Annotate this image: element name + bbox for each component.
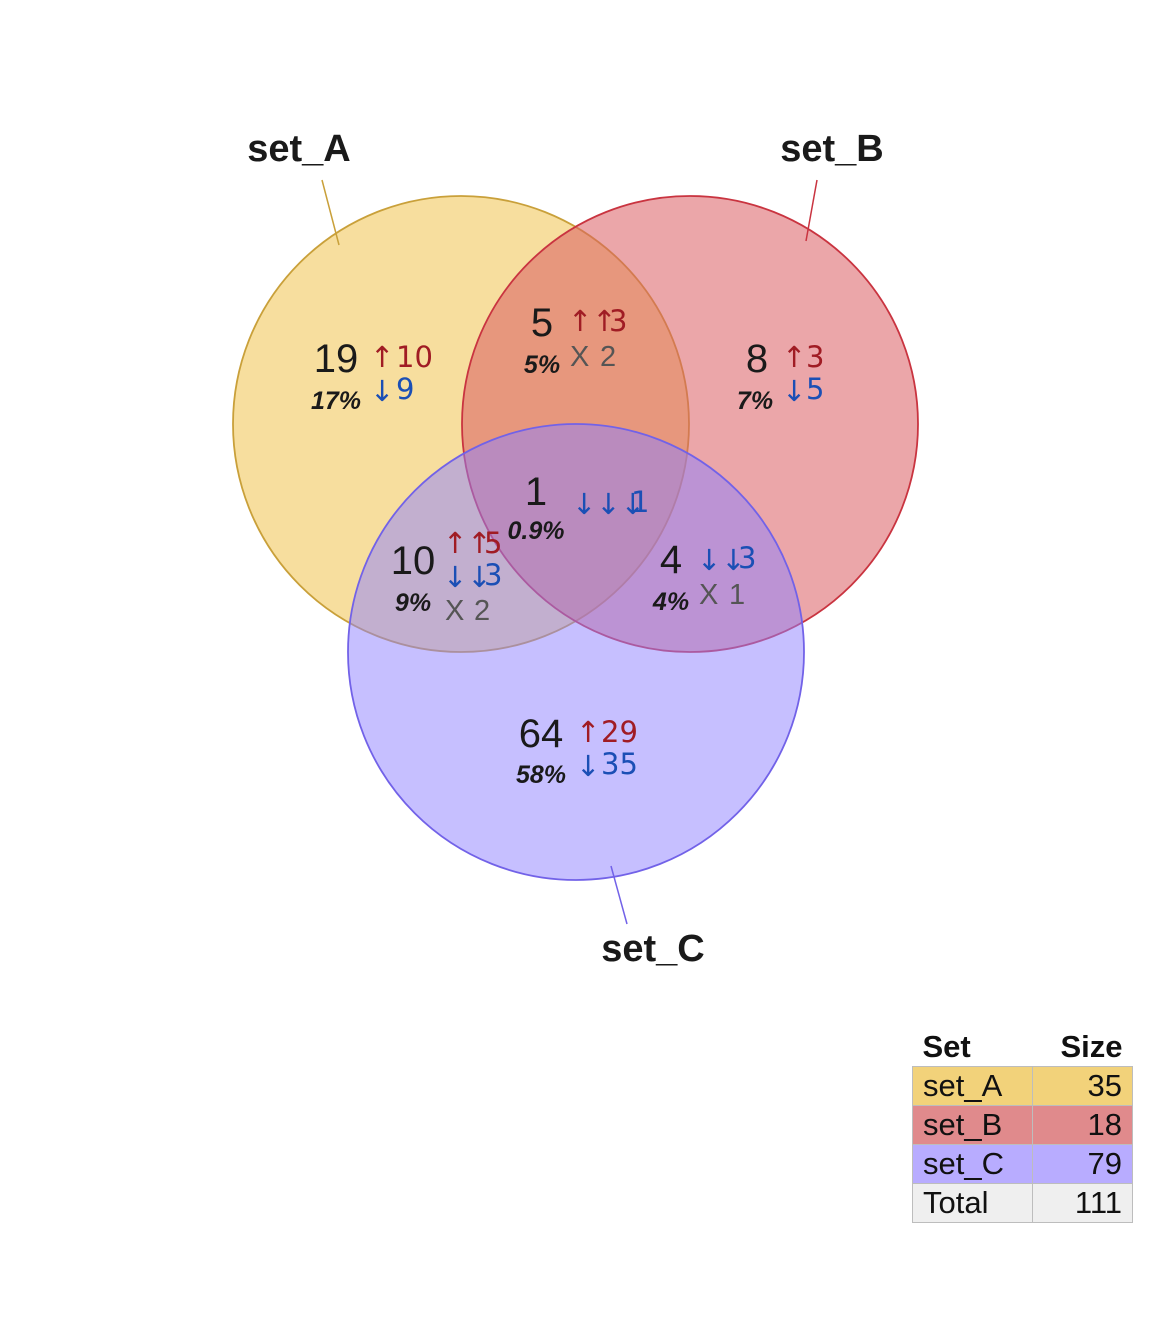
region-count: 10 [391, 539, 436, 583]
set-a-label: set_A [247, 128, 351, 170]
double-up-arrow-icon: ↑↑ [443, 526, 492, 560]
set-a-leader-line [321, 179, 340, 246]
down-count: 3 [738, 541, 756, 575]
region-percent: 4% [652, 588, 689, 616]
mixed-x-icon: X [699, 579, 718, 611]
set-b-label: set_B [780, 128, 884, 170]
legend-set-name: set_B [912, 1105, 1033, 1145]
venn-diagram: set_A set_B set_C 19 17% ↑ 10 ↓ 9 8 7% ↑… [232, 128, 919, 970]
region-c-only: 64 58% ↑ 29 ↓ 35 [516, 712, 638, 789]
down-count: 35 [601, 747, 638, 781]
down-arrow-icon: ↓ [782, 374, 806, 408]
legend-set-name: set_C [912, 1144, 1033, 1184]
down-count: 3 [484, 558, 502, 592]
up-count: 10 [396, 340, 433, 374]
double-down-arrow-icon: ↓↓ [443, 560, 492, 594]
region-percent: 9% [395, 589, 431, 617]
legend-total-size: 111 [1032, 1183, 1133, 1223]
legend-set-name: set_A [912, 1066, 1033, 1106]
double-up-arrow-icon: ↑↑ [568, 304, 617, 338]
legend-row-set-b: set_B 18 [912, 1105, 1133, 1145]
region-percent: 58% [516, 761, 566, 789]
down-count: 9 [396, 372, 414, 406]
region-count: 5 [531, 301, 553, 345]
legend-row-total: Total 111 [912, 1183, 1133, 1223]
legend-row-set-a: set_A 35 [912, 1066, 1133, 1106]
up-count: 5 [484, 526, 502, 560]
legend-set-size: 79 [1032, 1144, 1133, 1184]
mixed-x-icon: X [570, 341, 589, 373]
triple-down-arrow-icon: ↓↓↓ [572, 487, 645, 521]
legend-row-set-c: set_C 79 [912, 1144, 1133, 1184]
legend-header-row: Set Size [913, 1028, 1133, 1067]
region-percent: 7% [737, 387, 773, 415]
set-c-label: set_C [601, 928, 705, 970]
region-a-only: 19 17% ↑ 10 ↓ 9 [311, 337, 433, 415]
region-count: 4 [660, 538, 682, 582]
region-abc: 1 0.9% ↓↓↓ 1 [508, 470, 650, 545]
up-arrow-icon: ↑ [576, 715, 600, 749]
region-b-only: 8 7% ↑ 3 ↓ 5 [737, 337, 825, 415]
region-ab: 5 5% ↑↑ 3 X 2 [524, 301, 628, 379]
up-count: 3 [609, 304, 627, 338]
set-b-leader-line [805, 179, 818, 242]
down-arrow-icon: ↓ [370, 374, 394, 408]
down-count: 5 [806, 372, 824, 406]
region-bc: 4 4% ↓↓ 3 X 1 [652, 538, 757, 616]
region-percent: 0.9% [508, 517, 565, 545]
legend-set-size: 35 [1032, 1066, 1133, 1106]
set-c-leader-line [610, 865, 628, 925]
double-down-arrow-icon: ↓↓ [697, 543, 746, 577]
region-count: 8 [746, 337, 768, 381]
up-arrow-icon: ↑ [782, 340, 806, 374]
region-count: 1 [525, 470, 547, 514]
region-ac: 10 9% ↑↑ 5 ↓↓ 3 X 2 [391, 526, 503, 627]
region-count: 19 [314, 337, 359, 381]
region-percent: 17% [311, 387, 361, 415]
up-count: 29 [601, 715, 638, 749]
legend-total-label: Total [912, 1183, 1033, 1223]
mixed-count: 2 [474, 595, 490, 627]
up-arrow-icon: ↑ [370, 340, 394, 374]
legend-header-set: Set [922, 1029, 971, 1064]
mixed-count: 2 [600, 341, 616, 373]
legend-set-size: 18 [1032, 1105, 1133, 1145]
set-size-legend-table: Set Size set_A 35 set_B 18 set_C 79 Tota… [912, 1028, 1133, 1223]
set-c-circle [347, 423, 805, 881]
down-arrow-icon: ↓ [576, 749, 600, 783]
legend-header-size: Size [1060, 1029, 1123, 1064]
region-count: 64 [519, 712, 564, 756]
mixed-x-icon: X [445, 595, 464, 627]
region-percent: 5% [524, 351, 560, 379]
mixed-count: 1 [729, 579, 745, 611]
down-count: 1 [631, 485, 649, 519]
up-count: 3 [806, 340, 824, 374]
